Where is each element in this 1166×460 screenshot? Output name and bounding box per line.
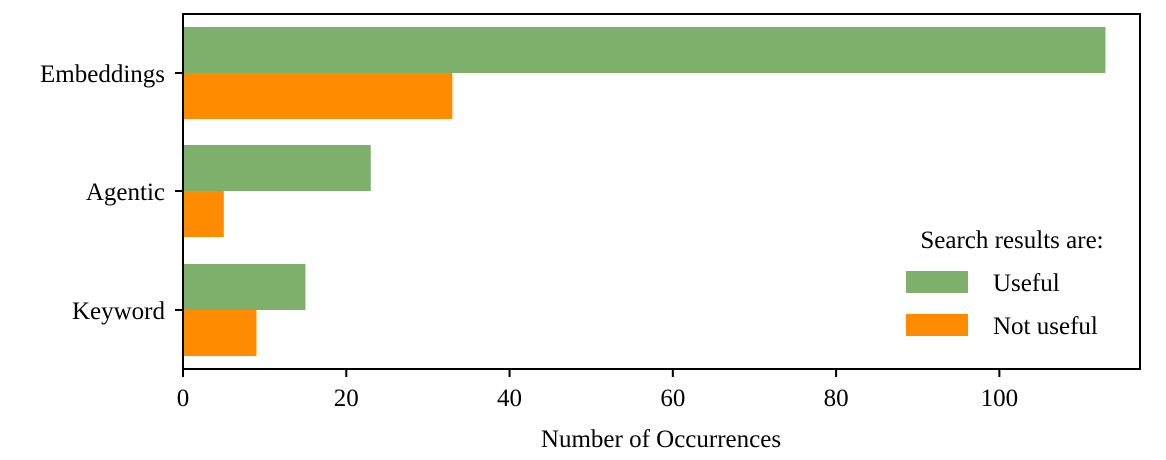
y-tick-label-agentic: Agentic	[86, 179, 165, 206]
bar-agentic-not-useful	[183, 191, 224, 237]
legend-swatch-useful	[906, 271, 968, 293]
x-tick-label-60: 60	[660, 385, 685, 412]
x-tick-label-20: 20	[334, 385, 359, 412]
y-tick-label-keyword: Keyword	[72, 298, 166, 325]
y-tick-label-embeddings: Embeddings	[40, 61, 165, 88]
legend-title: Search results are:	[920, 227, 1103, 254]
legend-label-useful: Useful	[993, 270, 1060, 297]
bar-keyword-not-useful	[183, 310, 257, 356]
bar-embeddings-useful	[183, 27, 1106, 73]
legend: Search results are: Useful Not useful	[906, 227, 1104, 340]
x-tick-label-0: 0	[177, 385, 190, 412]
x-tick-label-40: 40	[497, 385, 522, 412]
y-axis: Embeddings Agentic Keyword	[40, 61, 183, 325]
bar-agentic-useful	[183, 145, 371, 191]
legend-swatch-not-useful	[906, 314, 968, 336]
x-axis-title: Number of Occurrences	[541, 426, 781, 453]
bar-embeddings-not-useful	[183, 73, 453, 119]
x-tick-label-80: 80	[824, 385, 849, 412]
bar-keyword-useful	[183, 264, 306, 310]
x-axis: 0 20 40 60 80 100	[177, 369, 1018, 412]
bars-layer	[183, 27, 1106, 356]
legend-label-not-useful: Not useful	[993, 313, 1098, 340]
x-tick-label-100: 100	[981, 385, 1019, 412]
